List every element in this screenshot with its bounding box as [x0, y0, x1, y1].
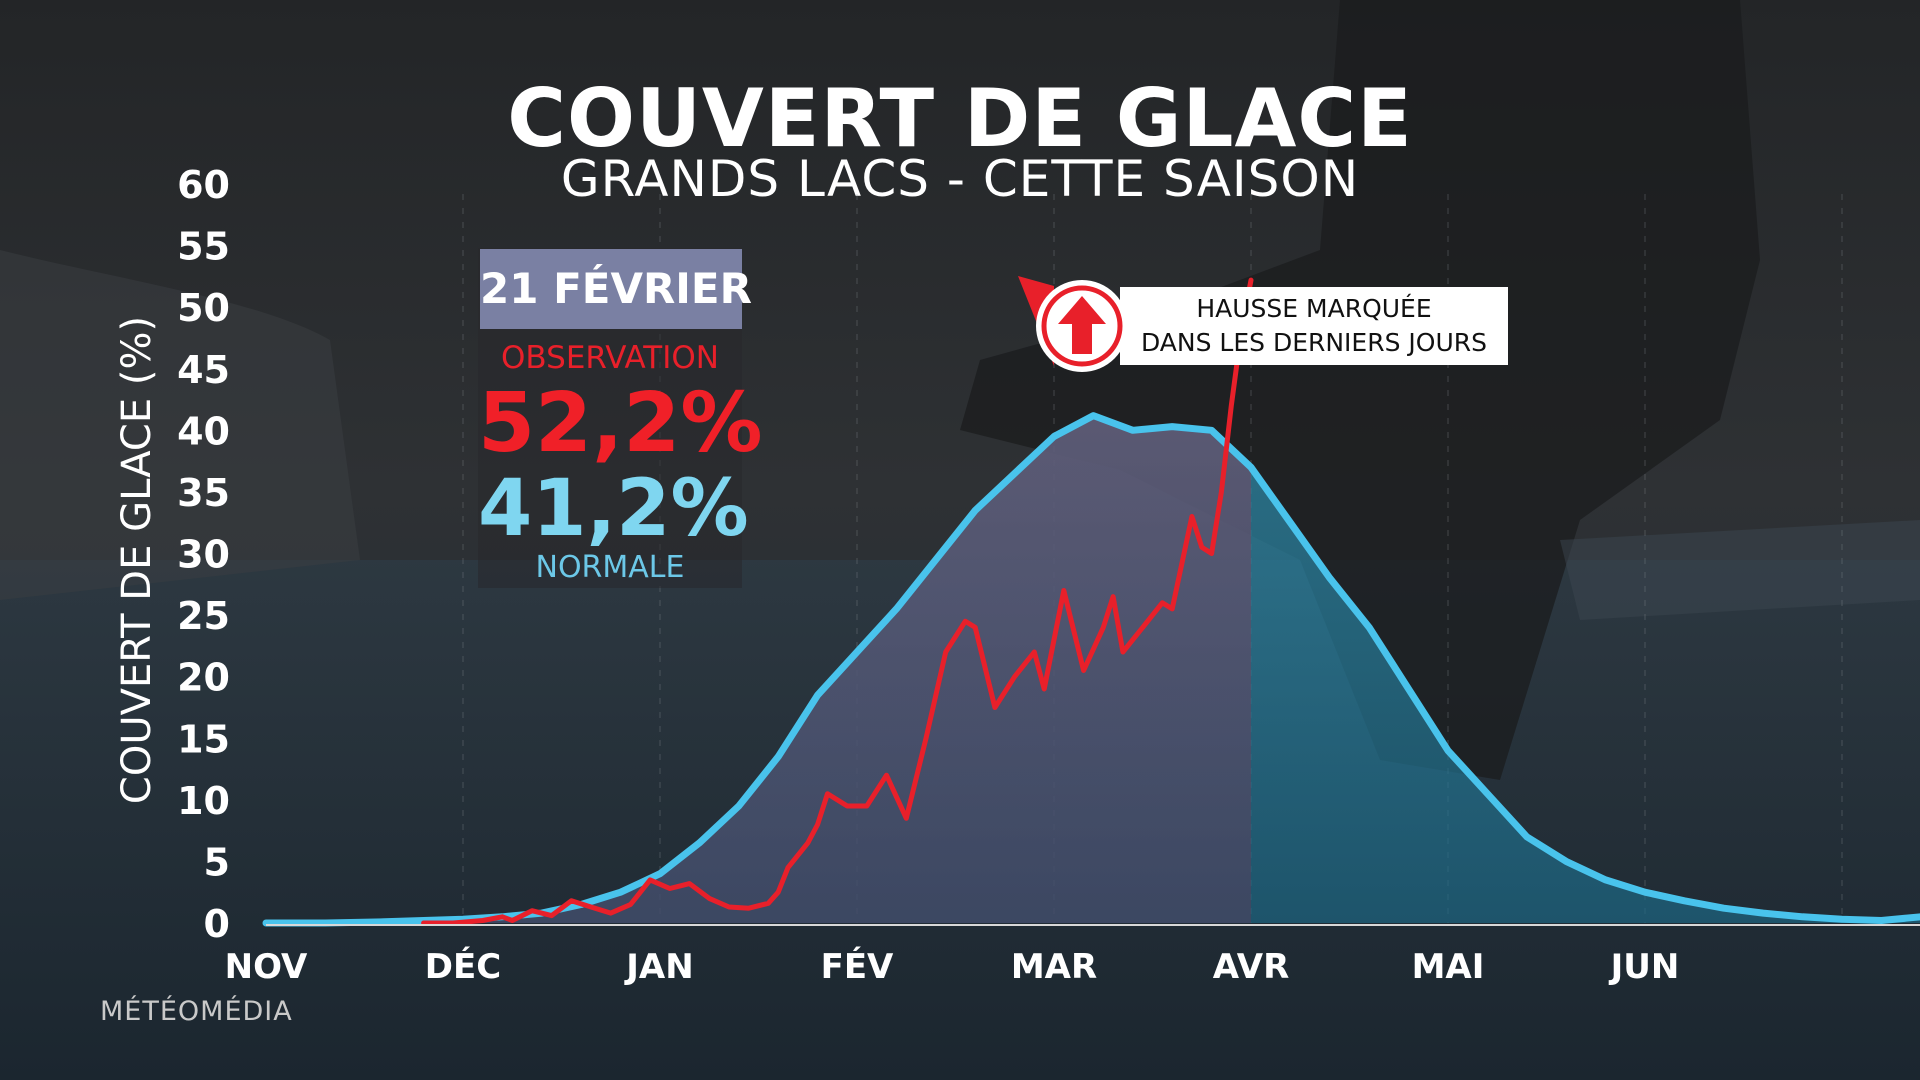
brand-logo: MÉTÉOMÉDIA [100, 996, 293, 1027]
y-tick-label: 0 [204, 902, 230, 946]
observation-series-line [421, 277, 1254, 926]
area-layer [266, 415, 1920, 923]
y-tick-label: 10 [177, 779, 230, 823]
y-tick-label: 50 [177, 286, 230, 330]
callout-line-1: HAUSSE MARQUÉE [1196, 294, 1432, 323]
y-tick-label: 40 [177, 409, 230, 453]
x-tick-label: DÉC [425, 946, 501, 987]
elapsed-season-area [266, 415, 1251, 923]
up-arrow-icon [1018, 276, 1128, 372]
observation-value: 52,2% [478, 376, 763, 471]
y-tick-label: 30 [177, 533, 230, 577]
y-tick-label: 5 [204, 840, 230, 884]
callout-line-2: DANS LES DERNIERS JOURS [1140, 328, 1488, 357]
x-tick-label: MAI [1412, 947, 1485, 987]
x-tick-label: NOV [225, 947, 308, 987]
normal-series-line [262, 412, 1920, 927]
y-axis-label: COUVERT DE GLACE (%) [114, 316, 160, 804]
y-tick-label: 35 [177, 471, 230, 515]
x-tick-label: FÉV [821, 946, 894, 987]
chart-title: COUVERT DE GLACE [507, 72, 1413, 165]
y-tick-labels: 0 5 10 15 20 25 30 35 40 45 50 55 60 [177, 163, 230, 946]
x-tick-label: JUN [1609, 947, 1680, 987]
normal-value: 41,2% [478, 464, 749, 554]
callout-box: HAUSSE MARQUÉE DANS LES DERNIERS JOURS [1120, 287, 1508, 365]
chart-subtitle: GRANDS LACS - CETTE SAISON [560, 150, 1360, 208]
y-tick-label: 45 [177, 348, 230, 392]
y-tick-label: 20 [177, 656, 230, 700]
x-tick-label: AVR [1213, 947, 1290, 987]
normal-label: NORMALE [535, 550, 685, 585]
x-tick-label: MAR [1011, 947, 1097, 987]
y-tick-label: 60 [177, 163, 230, 207]
date-label: 21 FÉVRIER [480, 249, 752, 329]
observation-label: OBSERVATION [501, 340, 719, 376]
y-tick-label: 55 [177, 225, 230, 269]
x-tick-labels: NOV DÉC JAN FÉV MAR AVR MAI JUN [225, 946, 1680, 987]
x-tick-label: JAN [624, 947, 693, 987]
y-tick-label: 25 [177, 594, 230, 638]
y-tick-label: 15 [177, 717, 230, 761]
